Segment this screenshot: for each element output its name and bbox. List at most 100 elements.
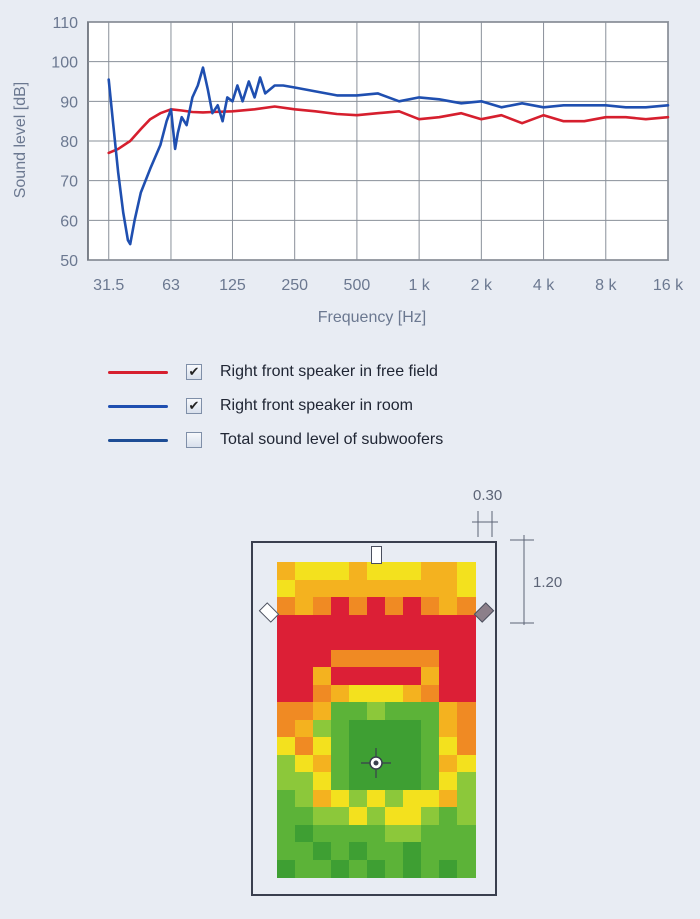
x-tick-label: 31.5 [93, 277, 124, 294]
legend-label-free-field: Right front speaker in free field [220, 363, 438, 380]
heatmap-cell [277, 632, 296, 650]
heatmap-cell [295, 807, 314, 825]
heatmap-cell [277, 579, 296, 598]
heatmap-cell [331, 824, 350, 843]
heatmap-cell [331, 719, 350, 738]
heatmap-cell [367, 632, 386, 650]
y-tick-label: 100 [51, 55, 78, 72]
heatmap-cell [295, 579, 314, 598]
heatmap-cell [403, 789, 422, 808]
heatmap-cell [349, 754, 368, 773]
heatmap-cell [367, 562, 386, 580]
heatmap-cell [295, 632, 314, 650]
heatmap-cell [403, 649, 422, 668]
series-line-1 [107, 66, 670, 246]
checkbox-free-field[interactable]: ✔ [186, 364, 202, 380]
heatmap-cell [367, 789, 386, 808]
heatmap-cell [403, 614, 422, 633]
checkbox-subwoofers[interactable] [186, 432, 202, 448]
heatmap-cell [439, 684, 458, 703]
heatmap-cell [439, 737, 458, 755]
heatmap-cell [277, 737, 296, 755]
heatmap-cell [385, 719, 404, 738]
heatmap-cell [295, 562, 314, 580]
heatmap-cell [277, 684, 296, 703]
y-axis-title: Sound level [dB] [12, 82, 29, 199]
heatmap-cell [385, 702, 404, 720]
heatmap-cell [385, 754, 404, 773]
heatmap-cell [349, 789, 368, 808]
heatmap-cell [331, 632, 350, 650]
heatmap-cell [331, 772, 350, 790]
heatmap-cell [313, 737, 332, 755]
heatmap-cell [349, 684, 368, 703]
heatmap-cell [457, 859, 476, 878]
heatmap-cell [439, 754, 458, 773]
x-tick-label: 4 k [533, 277, 555, 294]
heatmap-cell [313, 649, 332, 668]
heatmap-cell [295, 614, 314, 633]
legend-item-in-room[interactable]: ✔ Right front speaker in room [108, 389, 443, 423]
heatmap-cell [403, 562, 422, 580]
heatmap-cell [457, 579, 476, 598]
heatmap-cell [403, 859, 422, 878]
legend-item-free-field[interactable]: ✔ Right front speaker in free field [108, 355, 443, 389]
heatmap-cell [421, 772, 440, 790]
heatmap-cell [457, 632, 476, 650]
heatmap-cell [385, 632, 404, 650]
heatmap-cell [403, 632, 422, 650]
heatmap-cell [457, 789, 476, 808]
heatmap-cell [367, 649, 386, 668]
dimension-markers [472, 511, 534, 625]
center-speaker-icon[interactable] [371, 546, 382, 564]
heatmap-cell [331, 579, 350, 598]
heatmap-cell [439, 772, 458, 790]
heatmap-cell [385, 579, 404, 598]
x-tick-label: 250 [281, 277, 308, 294]
heatmap-cell [295, 824, 314, 843]
heatmap-cell [349, 807, 368, 825]
heatmap-cell [457, 684, 476, 703]
chart-legend: ✔ Right front speaker in free field ✔ Ri… [108, 355, 443, 457]
listener-position-icon[interactable] [361, 748, 391, 778]
x-tick-label: 63 [162, 277, 180, 294]
heatmap-cell [457, 702, 476, 720]
heatmap-cell [457, 614, 476, 633]
heatmap-cell [349, 719, 368, 738]
x-tick-label: 500 [344, 277, 371, 294]
heatmap-cell [295, 789, 314, 808]
heatmap-cell [313, 632, 332, 650]
heatmap-cell [457, 562, 476, 580]
heatmap-cell [421, 859, 440, 878]
legend-item-subwoofers[interactable]: Total sound level of subwoofers [108, 423, 443, 457]
heatmap-cell [277, 719, 296, 738]
heatmap-cell [457, 754, 476, 773]
heatmap-cell [385, 789, 404, 808]
heatmap-cell [313, 789, 332, 808]
heatmap-cell [295, 667, 314, 685]
heatmap-cell [313, 579, 332, 598]
heatmap-cell [277, 562, 296, 580]
heatmap-cell [385, 649, 404, 668]
heatmap-cell [439, 719, 458, 738]
checkbox-in-room[interactable]: ✔ [186, 398, 202, 414]
heatmap-cell [457, 824, 476, 843]
heatmap-cell [277, 667, 296, 685]
heatmap-cell [385, 807, 404, 825]
heatmap-cell [421, 684, 440, 703]
heatmap-cell [403, 667, 422, 685]
heatmap-cell [439, 562, 458, 580]
heatmap-cell [313, 562, 332, 580]
heatmap-cell [331, 859, 350, 878]
heatmap-cell [403, 737, 422, 755]
depth-dimension-label: 1.20 [533, 574, 563, 591]
heatmap-cell [367, 667, 386, 685]
heatmap-cell [421, 649, 440, 668]
heatmap-cell [313, 842, 332, 860]
heatmap-cell [295, 702, 314, 720]
heatmap-cell [349, 702, 368, 720]
heatmap-cell [439, 702, 458, 720]
heatmap-cell [367, 614, 386, 633]
heatmap-cell [331, 807, 350, 825]
